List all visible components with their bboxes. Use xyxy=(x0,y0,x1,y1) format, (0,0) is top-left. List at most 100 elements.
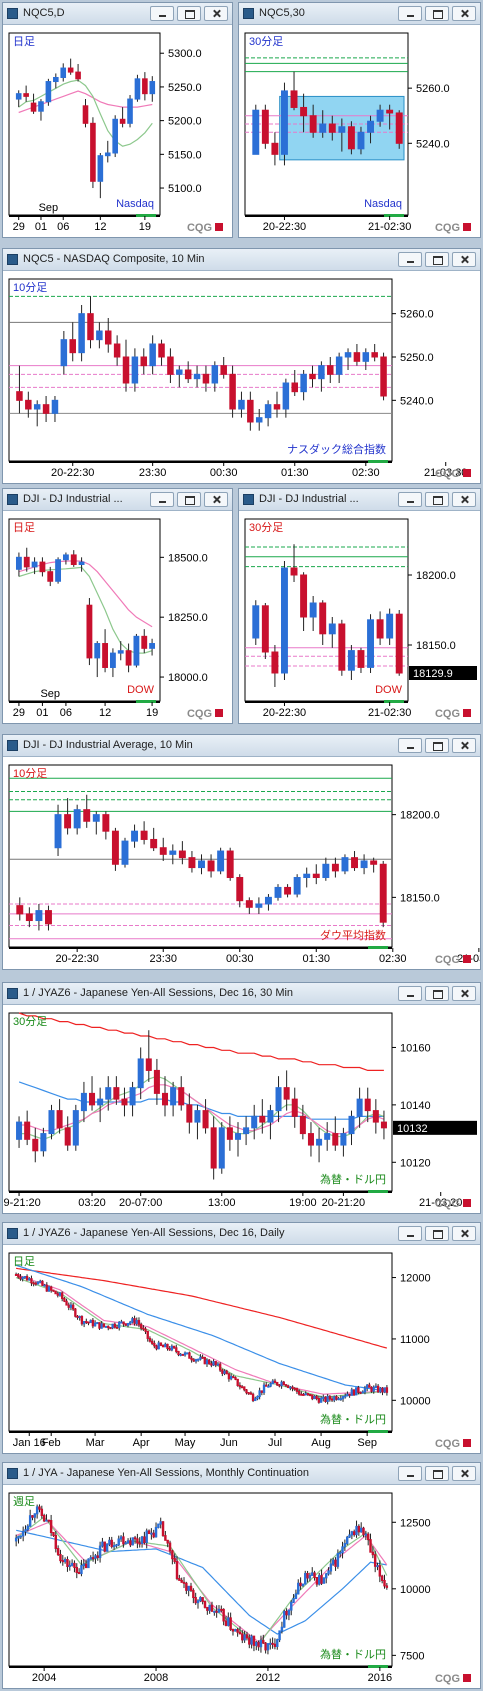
minimize-button[interactable] xyxy=(398,986,422,1001)
restore-button[interactable] xyxy=(425,492,449,507)
restore-button[interactable] xyxy=(425,6,449,21)
plot-area[interactable] xyxy=(8,1492,393,1667)
chart-nqc5-10min[interactable]: 5240.0 5250.0 5260.0 20-22:30 23:30 00:30 01:3… xyxy=(3,271,480,483)
x-tick-label: 21-03:20 xyxy=(419,1197,462,1209)
candle xyxy=(291,382,299,393)
minimize-button[interactable] xyxy=(398,738,422,753)
close-button[interactable] xyxy=(452,1226,476,1241)
close-button[interactable] xyxy=(452,492,476,507)
minimize-button[interactable] xyxy=(398,1226,422,1241)
candle xyxy=(193,373,201,380)
y-tick-label: 5300.0 xyxy=(168,48,202,60)
candle xyxy=(91,1319,95,1327)
candle xyxy=(362,352,370,362)
chart-window-nqc5-daily[interactable]: NQC5,D 5100.0 5150.0 5200.0 5250.0 5300.0 29 0… xyxy=(2,2,233,238)
candle xyxy=(281,90,288,155)
candle xyxy=(208,1604,211,1611)
chart-dji-10min[interactable]: 18150.0 18200.0 20-22:30 23:30 00:30 01:30 02:… xyxy=(3,757,480,969)
chart-window-nqc5-10min[interactable]: NQC5 - NASDAQ Composite, 10 Min 5240.0 52… xyxy=(2,248,481,484)
chart-dji-30min[interactable]: 18150.0 18200.0 18129.9 20-22:30 21-02:30 30分… xyxy=(239,511,480,723)
cqg-logo: CQG xyxy=(435,1438,460,1450)
plot-area[interactable] xyxy=(8,518,161,702)
restore-button[interactable] xyxy=(177,492,201,507)
candle xyxy=(178,850,186,859)
chart-jyaz6-30min[interactable]: 10120 10140 10160 10132 19-21:20 03:20 20-07:0… xyxy=(3,1005,480,1213)
title-bar[interactable]: DJI - DJ Industrial Average, 10 Min xyxy=(3,735,480,757)
restore-button[interactable] xyxy=(177,6,201,21)
chart-window-dji-30min[interactable]: DJI - DJ Industrial ... 18150.0 18200.0 18… xyxy=(238,488,481,724)
restore-button[interactable] xyxy=(425,252,449,267)
candle xyxy=(311,1394,314,1400)
plot-area[interactable] xyxy=(8,32,161,216)
restore-button[interactable] xyxy=(425,1466,449,1481)
candle xyxy=(380,356,387,397)
close-button[interactable] xyxy=(452,6,476,21)
restore-button[interactable] xyxy=(425,1226,449,1241)
candle xyxy=(302,1393,305,1396)
plot-area[interactable] xyxy=(8,278,393,462)
title-bar[interactable]: NQC5,30 xyxy=(239,3,480,25)
candle xyxy=(53,76,59,83)
cqg-logo-mark xyxy=(463,955,471,963)
close-button[interactable] xyxy=(204,6,228,21)
candle xyxy=(75,71,81,80)
title-bar[interactable]: 1 / JYAZ6 - Japanese Yen-All Sessions, D… xyxy=(3,1223,480,1245)
candle xyxy=(40,1508,44,1517)
title-bar[interactable]: NQC5 - NASDAQ Composite, 10 Min xyxy=(3,249,480,271)
plot-area[interactable] xyxy=(8,1252,393,1432)
last-price-label: 18129.9 xyxy=(413,668,453,680)
minimize-button[interactable] xyxy=(150,6,174,21)
minimize-button[interactable] xyxy=(398,252,422,267)
plot-area[interactable] xyxy=(8,1012,393,1192)
candle xyxy=(49,1520,53,1534)
title-bar[interactable]: DJI - DJ Industrial ... xyxy=(3,489,232,511)
restore-button[interactable] xyxy=(425,738,449,753)
x-tick-label: Mar xyxy=(86,1437,105,1449)
title-bar[interactable]: NQC5,D xyxy=(3,3,232,25)
close-button[interactable] xyxy=(452,252,476,267)
candle xyxy=(243,1386,246,1391)
candle xyxy=(189,1585,193,1591)
candle xyxy=(243,1127,250,1135)
x-axis-marker xyxy=(368,1665,388,1668)
minimize-button[interactable] xyxy=(398,492,422,507)
candle xyxy=(147,1530,151,1535)
x-tick-label: 20-07:00 xyxy=(119,1197,162,1209)
plot-area[interactable] xyxy=(244,518,409,702)
candle xyxy=(336,1552,340,1567)
chart-dji-daily[interactable]: 18000.0 18250.0 18500.0 29 01 06 12 19 Sep 日足 DOW C… xyxy=(3,511,232,723)
candle xyxy=(52,1289,55,1292)
candle xyxy=(104,152,111,157)
candle xyxy=(338,1552,342,1555)
minimize-button[interactable] xyxy=(398,6,422,21)
app-icon xyxy=(7,8,18,19)
candle xyxy=(313,1572,316,1578)
close-button[interactable] xyxy=(452,738,476,753)
close-button[interactable] xyxy=(452,986,476,1001)
window-title: 1 / JYA - Japanese Yen-All Sessions, Mon… xyxy=(23,1467,309,1479)
title-bar[interactable]: DJI - DJ Industrial ... xyxy=(239,489,480,511)
chart-nqc5-daily[interactable]: 5100.0 5150.0 5200.0 5250.0 5300.0 29 01 06 12 19… xyxy=(3,25,232,237)
title-bar[interactable]: 1 / JYA - Japanese Yen-All Sessions, Mon… xyxy=(3,1463,480,1485)
restore-button[interactable] xyxy=(425,986,449,1001)
candle xyxy=(87,1558,90,1569)
chart-window-jyaz6-daily[interactable]: 1 / JYAZ6 - Japanese Yen-All Sessions, D… xyxy=(2,1222,481,1454)
title-bar[interactable]: 1 / JYAZ6 - Japanese Yen-All Sessions, D… xyxy=(3,983,480,1005)
chart-window-jyaz6-30min[interactable]: 1 / JYAZ6 - Japanese Yen-All Sessions, D… xyxy=(2,982,481,1214)
chart-nqc5-30min[interactable]: 5240.0 5260.0 20-22:30 21-02:30 30分足 Nasdaq CQ… xyxy=(239,25,480,237)
y-tick-label: 11000 xyxy=(400,1334,430,1346)
chart-window-jya-monthly[interactable]: 1 / JYA - Japanese Yen-All Sessions, Mon… xyxy=(2,1462,481,1689)
chart-window-nqc5-30min[interactable]: NQC5,30 5240.0 5260.0 20-22:30 21-02:30 30分足… xyxy=(238,2,481,238)
instrument-label: 為替・ドル円 xyxy=(320,1412,386,1426)
plot-area[interactable] xyxy=(8,764,393,948)
close-button[interactable] xyxy=(204,492,228,507)
candle xyxy=(107,1325,110,1329)
x-axis-marker xyxy=(368,460,388,463)
chart-window-dji-daily[interactable]: DJI - DJ Industrial ... 18000.0 18250.0 18… xyxy=(2,488,233,724)
close-button[interactable] xyxy=(452,1466,476,1481)
chart-window-dji-10min[interactable]: DJI - DJ Industrial Average, 10 Min 1815… xyxy=(2,734,481,970)
minimize-button[interactable] xyxy=(150,492,174,507)
minimize-button[interactable] xyxy=(398,1466,422,1481)
